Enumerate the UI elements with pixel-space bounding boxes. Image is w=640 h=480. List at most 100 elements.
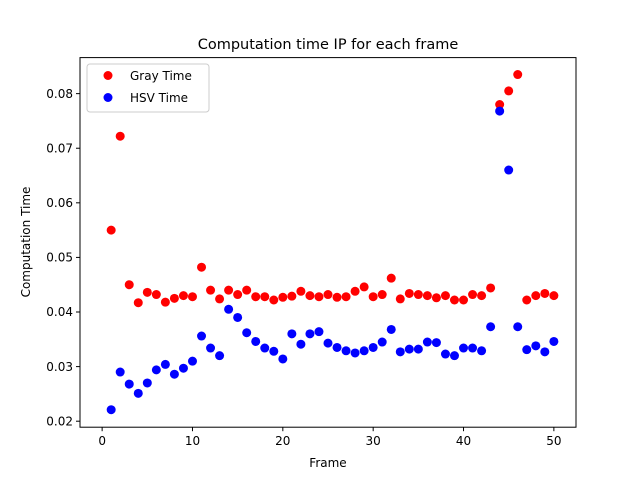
gray-time-point (269, 295, 279, 305)
gray-time-point (495, 100, 505, 110)
data-points (106, 70, 559, 415)
gray-time-point (522, 295, 532, 305)
x-axis-ticks: 0 10 20 30 40 50 (98, 427, 562, 448)
hsv-time-point (477, 346, 487, 356)
gray-time-point (540, 288, 550, 298)
x-tick-label: 20 (275, 434, 290, 448)
hsv-time-point (224, 304, 234, 314)
hsv-time-point (305, 329, 315, 339)
gray-time-point (468, 290, 478, 300)
hsv-time-point (178, 363, 188, 373)
y-axis-ticks: 0.02 0.03 0.04 0.05 0.06 0.07 0.08 (46, 87, 80, 428)
y-tick-label: 0.03 (46, 360, 73, 374)
gray-time-point (296, 286, 306, 296)
hsv-time-point (296, 339, 306, 349)
hsv-time-point (187, 356, 197, 366)
gray-time-point (142, 287, 152, 297)
gray-time-point (224, 285, 234, 295)
gray-time-point (413, 290, 423, 300)
legend: Gray Time HSV Time (86, 63, 210, 113)
y-tick-label: 0.05 (46, 251, 73, 265)
gray-time-point (242, 285, 252, 295)
hsv-time-point (242, 328, 252, 338)
hsv-time-point (504, 165, 514, 175)
gray-time-point (486, 283, 496, 293)
hsv-time-point (106, 405, 116, 415)
gray-time-point (395, 294, 405, 304)
hsv-time-point (142, 378, 152, 388)
hsv-time-point (287, 329, 297, 339)
hsv-time-point (160, 359, 170, 369)
y-tick-label: 0.02 (46, 414, 73, 428)
hsv-time-point (386, 324, 396, 334)
gray-time-point (504, 86, 514, 96)
hsv-time-point (368, 342, 378, 352)
hsv-time-point (151, 365, 161, 375)
hsv-time-point (468, 343, 478, 353)
legend-marker-gray (103, 71, 113, 80)
gray-time-point (178, 291, 188, 301)
gray-time-point (513, 70, 523, 80)
gray-time-point (187, 292, 197, 302)
gray-time-point (287, 291, 297, 301)
gray-time-point (359, 282, 369, 292)
gray-time-point (133, 298, 143, 308)
chart-title: Computation time IP for each frame (198, 37, 459, 53)
hsv-time-point (133, 388, 143, 398)
x-axis-label: Frame (309, 456, 346, 470)
hsv-time-point (115, 367, 125, 377)
hsv-time-point (269, 346, 279, 356)
gray-time-point (233, 290, 243, 300)
gray-time-point (151, 290, 161, 300)
hsv-time-point (495, 106, 505, 116)
gray-time-point (549, 291, 559, 301)
legend-label-hsv: HSV Time (130, 91, 188, 105)
hsv-time-point (486, 322, 496, 332)
hsv-time-point (459, 343, 469, 353)
y-tick-label: 0.07 (46, 141, 73, 155)
gray-time-point (459, 295, 469, 305)
gray-time-point (215, 294, 225, 304)
gray-time-point (368, 292, 378, 302)
hsv-time-point (251, 336, 261, 346)
gray-time-point (124, 280, 134, 290)
hsv-time-point (404, 344, 414, 354)
hsv-time-point (531, 341, 541, 351)
hsv-time-point (377, 337, 387, 347)
hsv-time-point (169, 369, 179, 379)
hsv-time-point (323, 338, 333, 348)
gray-time-point (341, 292, 351, 302)
gray-time-point (332, 292, 342, 302)
hsv-time-point (440, 349, 450, 359)
x-tick-label: 10 (185, 434, 200, 448)
hsv-time-point (215, 351, 225, 361)
legend-box (86, 63, 210, 113)
hsv-time-point (513, 322, 523, 332)
hsv-time-point (332, 342, 342, 352)
hsv-time-point (449, 351, 459, 361)
x-tick-label: 40 (456, 434, 471, 448)
hsv-time-point (314, 327, 324, 337)
hsv-time-point (233, 312, 243, 322)
gray-time-point (251, 292, 261, 302)
gray-time-point (160, 297, 170, 307)
hsv-time-point (260, 343, 270, 353)
gray-time-point (106, 225, 116, 235)
gray-time-point (314, 292, 324, 302)
gray-time-point (169, 293, 179, 303)
gray-time-point (377, 290, 387, 300)
gray-time-point (350, 286, 360, 296)
hsv-time-point (422, 337, 432, 347)
hsv-time-point (395, 347, 405, 357)
gray-time-point (404, 288, 414, 298)
gray-time-point (477, 291, 487, 301)
gray-time-point (431, 293, 441, 303)
hsv-time-point (278, 354, 288, 364)
gray-time-point (440, 291, 450, 301)
x-tick-label: 30 (366, 434, 381, 448)
x-tick-label: 50 (546, 434, 561, 448)
gray-time-point (206, 285, 216, 295)
hsv-time-point (197, 331, 207, 341)
hsv-time-point (341, 346, 351, 356)
